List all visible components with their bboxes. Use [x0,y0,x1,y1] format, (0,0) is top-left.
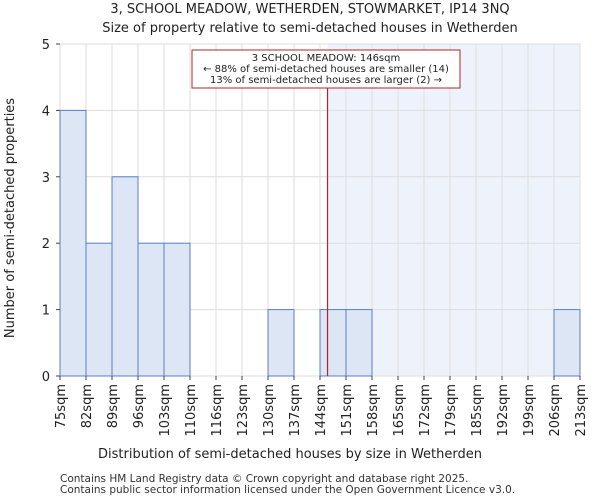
bar-206sqm [553,309,581,377]
annotation-frame [191,49,461,89]
annotation-line-1: 3 SCHOOL MEADOW: 146sqm [252,53,400,64]
x-tick-label: 185sqm [470,384,485,437]
y-tick-label: 1 [42,304,50,319]
x-tick-label: 89sqm [106,384,121,428]
bar-130sqm [267,309,295,377]
x-tick-label: 165sqm [392,384,407,437]
x-tick-label: 199sqm [522,384,537,437]
annotation-line-3: 13% of semi-detached houses are larger (… [210,75,442,86]
bars [59,109,581,377]
x-tick-label: 75sqm [54,384,69,428]
x-tick-label: 179sqm [444,384,459,437]
bar-89sqm [111,176,139,377]
y-tick-label: 0 [42,370,50,385]
x-tick-label: 172sqm [418,384,433,437]
x-tick-label: 116sqm [210,384,225,437]
x-tick-label: 96sqm [132,384,147,428]
x-tick-label: 103sqm [158,384,173,437]
bar-144sqm [319,309,347,377]
x-tick-label: 123sqm [236,384,251,437]
x-tick-label: 110sqm [184,384,199,437]
x-tick-label: 137sqm [288,384,303,437]
chart-subtitle: Size of property relative to semi-detach… [102,21,518,36]
bar-75sqm [59,109,87,377]
y-tick-label: 4 [42,104,50,119]
x-tick-label: 213sqm [574,384,589,437]
y-tick-label: 2 [42,237,50,252]
y-tick-label: 3 [42,171,50,186]
x-tick-label: 192sqm [496,384,511,437]
footer-line-1: Contains HM Land Registry data © Crown c… [60,473,469,485]
x-axis-ticks: 75sqm 82sqm 89sqm 96sqm 103sqm 110sqm 116sqm 12… [54,376,589,437]
bar-103sqm [163,242,191,377]
x-tick-label: 144sqm [314,384,329,437]
x-tick-label: 151sqm [340,384,355,437]
y-axis-ticks: 0 1 2 3 4 5 [42,38,60,385]
x-tick-label: 206sqm [548,384,563,437]
bar-82sqm [85,242,113,377]
bar-151sqm [345,309,373,377]
x-tick-label: 130sqm [262,384,277,437]
footer-line-2: Contains public sector information licen… [60,484,516,496]
bar-96sqm [137,242,165,377]
y-tick-label: 5 [42,38,50,53]
x-tick-label: 82sqm [80,384,95,428]
chart-title: 3, SCHOOL MEADOW, WETHERDEN, STOWMARKET,… [110,2,509,17]
annotation-box: 3 SCHOOL MEADOW: 146sqm ← 88% of semi-de… [191,49,461,89]
y-axis-label: Number of semi-detached properties [3,98,18,338]
annotation-line-2: ← 88% of semi-detached houses are smalle… [203,64,449,75]
x-tick-label: 158sqm [366,384,381,437]
x-axis-label: Distribution of semi-detached houses by … [98,447,482,462]
